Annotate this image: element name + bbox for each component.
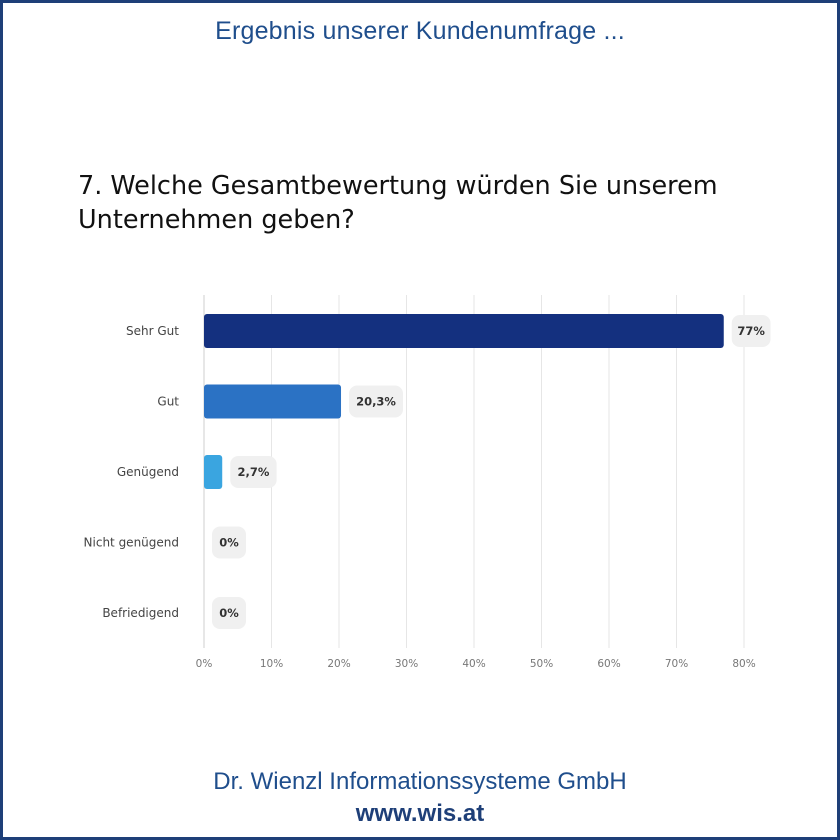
bars bbox=[204, 314, 724, 489]
x-tick-label: 0% bbox=[196, 658, 213, 670]
question-title: 7. Welche Gesamtbewertung würden Sie uns… bbox=[78, 171, 718, 235]
bar bbox=[204, 384, 342, 419]
footer-url[interactable]: www.wis.at bbox=[355, 800, 485, 827]
value-pill bbox=[212, 597, 246, 629]
value-pill bbox=[349, 385, 404, 418]
x-tick-label: 60% bbox=[597, 658, 620, 670]
category-label: Sehr Gut bbox=[126, 324, 179, 338]
grid-lines bbox=[203, 295, 745, 648]
value-pill bbox=[212, 526, 246, 559]
x-tick-label: 50% bbox=[530, 658, 553, 670]
x-tick-label: 40% bbox=[462, 658, 485, 670]
x-tick-label: 10% bbox=[260, 658, 283, 670]
category-label: Befriedigend bbox=[102, 606, 179, 620]
value-label: 20,3% bbox=[356, 395, 396, 409]
category-label: Gut bbox=[157, 395, 179, 409]
value-label: 0% bbox=[219, 536, 239, 550]
category-label: Genügend bbox=[117, 465, 179, 479]
labels: 0% 10% 20% 30% 40% 50% 60% 70% 80% Sehr Gut 77% Gut… bbox=[84, 315, 771, 670]
x-tick-label: 80% bbox=[732, 658, 755, 670]
x-tick-label: 70% bbox=[665, 658, 688, 670]
category-label: Nicht genügend bbox=[84, 536, 179, 550]
header-title: Ergebnis unserer Kundenumfrage ... bbox=[215, 17, 625, 45]
x-tick-label: 30% bbox=[395, 658, 418, 670]
bar-chart: 0% 10% 20% 30% 40% 50% 60% 70% 80% Sehr Gut 77% Gut… bbox=[84, 295, 771, 670]
value-label: 77% bbox=[737, 324, 765, 338]
value-pill bbox=[731, 315, 771, 347]
footer-company: Dr. Wienzl Informationssysteme GmbH bbox=[213, 768, 627, 795]
x-tick-label: 20% bbox=[327, 658, 350, 670]
value-label: 2,7% bbox=[237, 465, 269, 479]
value-pill bbox=[230, 456, 277, 488]
value-label: 0% bbox=[219, 606, 239, 620]
bar bbox=[204, 455, 223, 489]
bar bbox=[204, 314, 724, 348]
